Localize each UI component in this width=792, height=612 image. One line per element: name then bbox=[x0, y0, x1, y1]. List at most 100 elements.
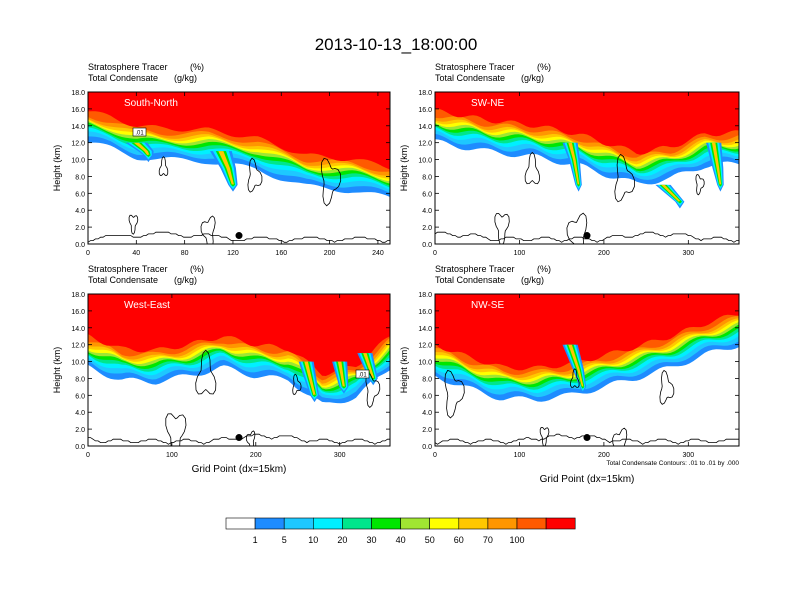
colorbar: 1 5 10 20 30 40 50 60 70 100 bbox=[225, 517, 576, 545]
colorbar-swatch bbox=[371, 517, 401, 530]
intrusion-1-layer-3 bbox=[218, 151, 234, 185]
y-tick-label: 8.0 bbox=[422, 376, 432, 383]
y-tick-label: 10.0 bbox=[71, 158, 85, 165]
terrain-line bbox=[88, 231, 390, 243]
y-axis-label: Height (km) bbox=[399, 145, 409, 192]
y-tick-label: 8.0 bbox=[422, 174, 432, 181]
colorbar-swatch bbox=[342, 517, 372, 530]
y-axis-label: Height (km) bbox=[399, 347, 409, 394]
panel-label: South-North bbox=[124, 98, 178, 109]
condensate-contours bbox=[444, 368, 675, 446]
subtitle-condensate: Total Condensate bbox=[435, 275, 505, 285]
subtitle-tracer-unit: (%) bbox=[537, 264, 551, 274]
x-tick-label: 200 bbox=[598, 250, 610, 257]
subtitle-tracer: Stratosphere Tracer bbox=[88, 62, 168, 72]
condensate-contour bbox=[128, 214, 139, 235]
x-tick-label: 200 bbox=[598, 452, 610, 459]
y-tick-label: 0.0 bbox=[422, 242, 432, 249]
y-tick-label: 16.0 bbox=[418, 309, 432, 316]
intrusion-0-layer-3 bbox=[133, 142, 150, 156]
y-tick-label: 16.0 bbox=[418, 107, 432, 114]
intrusion-0-layer-3 bbox=[568, 142, 580, 185]
y-tick-label: 18.0 bbox=[71, 90, 85, 97]
y-tick-label: 14.0 bbox=[418, 124, 432, 131]
colorbar-label: 30 bbox=[366, 535, 376, 545]
tracer-band-max bbox=[435, 294, 739, 371]
y-tick-label: 10.0 bbox=[418, 360, 432, 367]
y-tick-label: 2.0 bbox=[422, 427, 432, 434]
condensate-contour bbox=[247, 157, 263, 193]
intrusion-1-layer-3 bbox=[337, 361, 345, 387]
colorbar-swatch bbox=[312, 517, 343, 530]
colorbar-swatch bbox=[429, 517, 460, 530]
x-tick-label: 100 bbox=[514, 452, 526, 459]
colorbar-swatch bbox=[254, 517, 285, 530]
x-tick-label: 300 bbox=[334, 452, 346, 459]
panel-label: West-East bbox=[124, 300, 170, 311]
y-tick-label: 18.0 bbox=[418, 292, 432, 299]
x-tick-label: 100 bbox=[514, 250, 526, 257]
y-tick-label: 4.0 bbox=[75, 410, 85, 417]
y-tick-label: 2.0 bbox=[75, 427, 85, 434]
colorbar-label: 70 bbox=[483, 535, 493, 545]
colorbar-label: 5 bbox=[282, 535, 287, 545]
intrusion-0-layer-1 bbox=[128, 142, 152, 160]
y-tick-label: 4.0 bbox=[422, 410, 432, 417]
x-tick-label: 0 bbox=[433, 452, 437, 459]
tracer-band-max bbox=[88, 294, 390, 376]
condensate-contours bbox=[165, 349, 381, 446]
tracer-field bbox=[435, 294, 739, 446]
y-tick-label: 8.0 bbox=[75, 376, 85, 383]
colorbar-label: 40 bbox=[396, 535, 406, 545]
x-tick-label: 100 bbox=[166, 452, 178, 459]
colorbar-label: 1 bbox=[253, 535, 258, 545]
condensate-contour bbox=[365, 372, 381, 408]
x-tick-label: 300 bbox=[682, 452, 694, 459]
colorbar-label: 50 bbox=[425, 535, 435, 545]
y-tick-label: 12.0 bbox=[71, 343, 85, 350]
y-tick-label: 0.0 bbox=[422, 444, 432, 451]
y-tick-label: 10.0 bbox=[71, 360, 85, 367]
contour-footnote: Total Condensate Contours: .01 to .01 by… bbox=[606, 460, 739, 467]
panel-frame bbox=[434, 293, 740, 447]
subtitle-condensate: Total Condensate bbox=[88, 275, 158, 285]
subtitle-tracer-unit: (%) bbox=[190, 62, 204, 72]
colorbar-swatch bbox=[516, 517, 547, 530]
y-axis-label: Height (km) bbox=[52, 145, 62, 192]
location-marker bbox=[583, 232, 591, 240]
colorbar-swatch bbox=[400, 517, 431, 530]
condensate-contour bbox=[570, 368, 580, 388]
tracer-band-max bbox=[88, 92, 390, 170]
y-tick-label: 12.0 bbox=[71, 141, 85, 148]
y-tick-label: 0.0 bbox=[75, 444, 85, 451]
intrusion-0-layer-2 bbox=[131, 142, 151, 157]
location-marker bbox=[235, 434, 243, 442]
x-tick-label: 120 bbox=[227, 250, 239, 257]
contour-label: .01 bbox=[135, 131, 144, 137]
y-tick-label: 6.0 bbox=[422, 191, 432, 198]
y-axis-label: Height (km) bbox=[52, 347, 62, 394]
condensate-contour bbox=[612, 427, 628, 446]
x-tick-label: 80 bbox=[181, 250, 189, 257]
panel-frame bbox=[87, 293, 391, 447]
tracer-field: .01 bbox=[88, 294, 390, 446]
panel-label: SW-NE bbox=[471, 98, 504, 109]
condensate-contour bbox=[539, 427, 550, 446]
colorbar-label: 100 bbox=[509, 535, 524, 545]
y-tick-label: 16.0 bbox=[71, 107, 85, 114]
colorbar-swatch bbox=[487, 517, 518, 530]
condensate-contours bbox=[128, 156, 342, 244]
contour-label-box bbox=[132, 127, 147, 137]
y-tick-label: 6.0 bbox=[75, 191, 85, 198]
colorbar-label: 20 bbox=[337, 535, 347, 545]
condensate-contour bbox=[158, 156, 169, 176]
x-tick-label: 200 bbox=[250, 452, 262, 459]
panel-west-east: Stratosphere Tracer (%) Total Condensate (g… bbox=[52, 264, 391, 475]
y-tick-label: 10.0 bbox=[418, 158, 432, 165]
y-tick-label: 4.0 bbox=[75, 208, 85, 215]
x-tick-label: 0 bbox=[86, 250, 90, 257]
y-tick-label: 12.0 bbox=[418, 141, 432, 148]
subtitle-condensate-unit: (g/kg) bbox=[174, 73, 197, 83]
condensate-contour bbox=[524, 151, 540, 185]
condensate-contour bbox=[195, 349, 217, 395]
